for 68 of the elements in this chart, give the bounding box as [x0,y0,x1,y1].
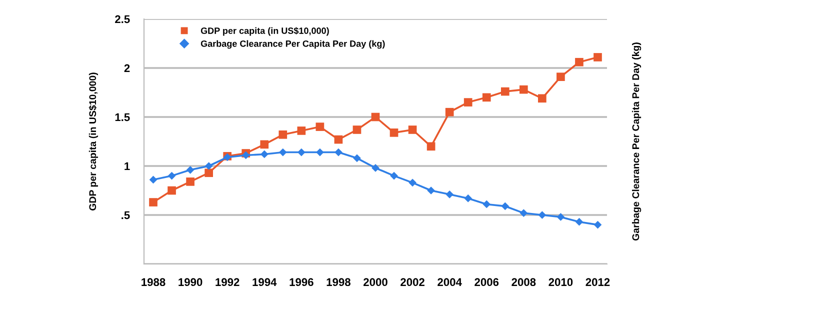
x-tick-label: 1994 [252,278,277,286]
point [204,168,213,178]
point [446,190,454,198]
point [278,130,288,139]
point [501,202,510,210]
y-tick-label: 1.5 [115,113,130,122]
point [445,108,454,116]
point [260,150,268,158]
point [371,112,380,122]
point [538,211,546,219]
y-tick-label: 1 [124,162,130,170]
point [149,198,158,206]
x-tick-label: 2008 [512,278,536,286]
point [297,126,306,135]
x-tick-label: 1990 [178,278,202,286]
point [482,93,491,102]
point [316,122,324,131]
point [464,194,472,202]
x-tick-label: 2006 [474,278,499,286]
x-tick-label: 1996 [290,278,314,286]
point [408,126,417,134]
point [316,148,324,156]
point [575,58,584,66]
point [186,166,194,174]
point [390,128,398,137]
point [353,154,361,162]
point [204,162,213,170]
point [278,148,287,156]
point [538,94,546,103]
y2-axis-title: Garbage Clearance Per Capita Per Day (kg) [632,42,642,241]
point [408,178,416,187]
y-tick-label: 2 [124,64,130,72]
point [427,186,435,194]
point [334,135,343,144]
point [168,186,176,195]
point [260,140,269,149]
point [575,218,584,226]
y-axis-title: GDP per capita (in US$10,000) [88,72,98,210]
point [372,164,380,172]
point [594,220,602,229]
y-tick-label: 2.5 [115,15,130,24]
x-tick-label: 1988 [142,278,166,286]
point [390,172,398,180]
x-tick-label: 2002 [400,278,424,286]
point [594,53,602,62]
point [297,148,306,156]
point [556,213,565,221]
point [168,172,176,180]
legend-label: GDP per capita (in US$10,000) [200,27,329,36]
point [426,142,436,151]
point [334,148,342,156]
x-tick-label: 2000 [364,278,388,286]
point [352,126,362,134]
y-tick-label: .5 [122,211,130,220]
point [149,176,158,184]
point [482,200,491,208]
point [464,98,472,106]
point [556,72,565,81]
x-tick-label: 2010 [548,278,573,286]
x-tick-label: 2012 [586,278,610,286]
legend-label: Garbage Clearance Per Capita Per Day (kg) [200,40,385,49]
x-tick-label: 1998 [326,278,350,286]
point [520,209,528,217]
point [186,178,194,186]
x-tick-label: 1992 [216,278,240,286]
point [500,87,510,96]
point [519,85,528,94]
x-tick-label: 2004 [438,278,462,286]
